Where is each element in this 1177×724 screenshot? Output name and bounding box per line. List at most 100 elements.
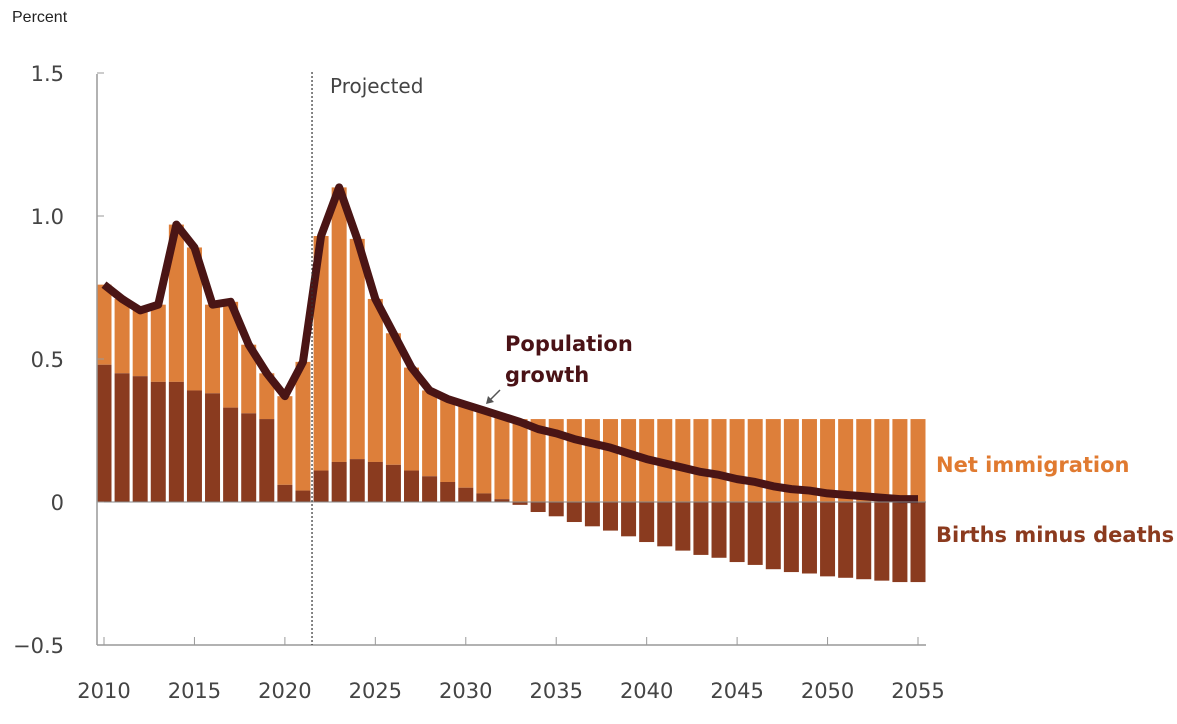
- x-tick-label: 2010: [77, 679, 130, 703]
- bar-net-immigration: [820, 419, 836, 502]
- bar-births-minus-deaths: [96, 364, 112, 502]
- bar-net-immigration: [458, 404, 474, 488]
- bar-net-immigration: [331, 187, 347, 462]
- bar-net-immigration: [783, 419, 799, 502]
- y-tick-label: 0.5: [31, 348, 64, 372]
- bar-net-immigration: [892, 419, 908, 502]
- bar-births-minus-deaths: [838, 502, 854, 578]
- bar-net-immigration: [476, 410, 492, 494]
- bar-births-minus-deaths: [349, 459, 365, 502]
- population-growth-label-line2: growth: [505, 363, 589, 387]
- x-tick-label: 2055: [891, 679, 944, 703]
- bar-births-minus-deaths: [675, 502, 691, 551]
- bar-births-minus-deaths: [820, 502, 836, 577]
- bar-net-immigration: [223, 301, 239, 408]
- bar-births-minus-deaths: [313, 470, 329, 502]
- x-tick-label: 2020: [258, 679, 311, 703]
- y-tick-label: −0.5: [13, 634, 64, 658]
- bar-births-minus-deaths: [132, 376, 148, 502]
- bar-net-immigration: [367, 298, 383, 462]
- bar-births-minus-deaths: [711, 502, 727, 558]
- bar-net-immigration: [168, 224, 184, 382]
- bar-births-minus-deaths: [114, 373, 130, 502]
- bar-births-minus-deaths: [639, 502, 655, 543]
- bar-net-immigration: [132, 310, 148, 377]
- x-tick-label: 2050: [801, 679, 854, 703]
- bar-net-immigration: [512, 419, 528, 502]
- bar-net-immigration: [349, 238, 365, 460]
- bar-births-minus-deaths: [205, 393, 221, 502]
- bar-net-immigration: [801, 419, 817, 502]
- bar-net-immigration: [205, 304, 221, 394]
- x-tick-label: 2045: [710, 679, 763, 703]
- y-tick-label: 1.5: [31, 62, 64, 86]
- bar-net-immigration: [186, 247, 202, 391]
- bar-net-immigration: [910, 419, 926, 502]
- bar-net-immigration: [584, 419, 600, 502]
- bar-net-immigration: [259, 373, 275, 420]
- annotation-arrow: [486, 389, 501, 404]
- bar-births-minus-deaths: [150, 381, 166, 502]
- bar-net-immigration: [729, 419, 745, 502]
- bar-net-immigration: [241, 344, 257, 414]
- births-minus-deaths-label: Births minus deaths: [936, 523, 1174, 547]
- bar-births-minus-deaths: [295, 490, 311, 502]
- bar-births-minus-deaths: [765, 502, 781, 570]
- projected-label: Projected: [330, 74, 423, 98]
- bar-births-minus-deaths: [168, 381, 184, 502]
- bar-net-immigration: [114, 298, 130, 374]
- bar-net-immigration: [711, 419, 727, 502]
- bar-births-minus-deaths: [783, 502, 799, 573]
- bar-net-immigration: [313, 236, 329, 471]
- bar-births-minus-deaths: [729, 502, 745, 563]
- bar-births-minus-deaths: [186, 390, 202, 502]
- bar-births-minus-deaths: [458, 487, 474, 502]
- bar-net-immigration: [530, 419, 546, 502]
- bar-births-minus-deaths: [440, 481, 456, 502]
- x-tick-label: 2040: [620, 679, 673, 703]
- bar-births-minus-deaths: [530, 502, 546, 513]
- x-tick-label: 2035: [529, 679, 582, 703]
- bar-net-immigration: [422, 390, 438, 477]
- y-tick-label: 1.0: [31, 205, 64, 229]
- y-axis-label: Percent: [12, 9, 68, 26]
- y-tick-label: 0: [51, 491, 64, 515]
- bar-net-immigration: [693, 419, 709, 502]
- population-growth-line: [101, 183, 918, 504]
- bar-births-minus-deaths: [476, 493, 492, 502]
- bar-births-minus-deaths: [223, 407, 239, 502]
- bar-net-immigration: [874, 419, 890, 502]
- bar-net-immigration: [150, 304, 166, 382]
- bar-births-minus-deaths: [404, 470, 420, 502]
- bar-births-minus-deaths: [657, 502, 673, 547]
- bar-net-immigration: [621, 419, 637, 502]
- bar-births-minus-deaths: [494, 499, 510, 502]
- bar-net-immigration: [856, 419, 872, 502]
- bar-births-minus-deaths: [331, 461, 347, 502]
- bar-births-minus-deaths: [602, 502, 618, 531]
- bar-births-minus-deaths: [548, 502, 564, 517]
- x-tick-label: 2030: [439, 679, 492, 703]
- bar-births-minus-deaths: [385, 464, 401, 502]
- bar-net-immigration: [440, 399, 456, 482]
- bar-net-immigration: [675, 419, 691, 502]
- bar-net-immigration: [295, 361, 311, 491]
- bar-net-immigration: [548, 419, 564, 502]
- bar-births-minus-deaths: [241, 413, 257, 502]
- bar-net-immigration: [838, 419, 854, 502]
- bar-net-immigration: [494, 416, 510, 500]
- bar-net-immigration: [602, 419, 618, 502]
- bar-net-immigration: [277, 396, 293, 485]
- bar-births-minus-deaths: [747, 502, 763, 565]
- net-immigration-label: Net immigration: [936, 453, 1130, 477]
- bar-births-minus-deaths: [910, 502, 926, 583]
- bar-net-immigration: [747, 419, 763, 502]
- bar-net-immigration: [566, 419, 582, 502]
- bar-births-minus-deaths: [259, 419, 275, 502]
- bar-births-minus-deaths: [856, 502, 872, 580]
- bar-births-minus-deaths: [801, 502, 817, 574]
- bar-births-minus-deaths: [621, 502, 637, 537]
- bar-net-immigration: [385, 333, 401, 465]
- bar-births-minus-deaths: [512, 502, 528, 505]
- x-tick-label: 2015: [168, 679, 221, 703]
